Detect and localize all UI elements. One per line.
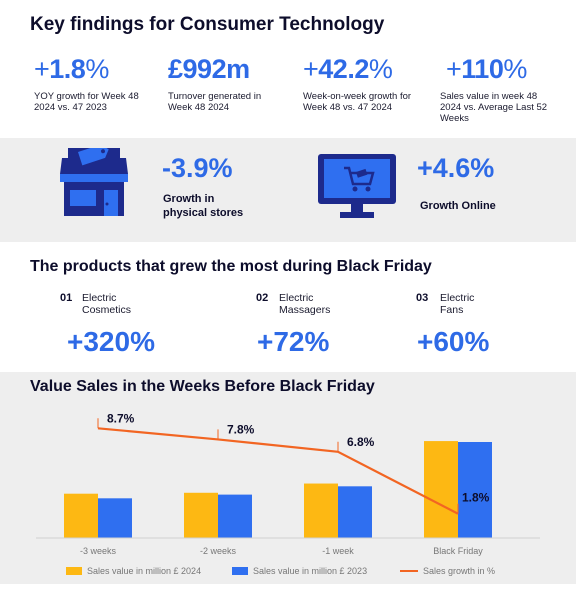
kpi-description: Week-on-week growth for Week 48 vs. 47 2… — [303, 91, 412, 113]
kpi-value: +42.2% — [303, 54, 393, 84]
stores-growth-value: -3.9% — [162, 153, 233, 183]
kpi-turnover: £992m Turnover generated in Week 48 2024 — [168, 54, 278, 113]
growth-line — [97, 427, 459, 515]
product-growth-value: +320% — [67, 326, 155, 357]
value-sales-chart: 8.7% 7.8% 6.8% 1.8% -3 weeks -2 weeks -1 week… — [36, 411, 540, 556]
legend-swatch-2024 — [66, 567, 82, 575]
kpi-description: Sales value in week 48 2024 vs. Average … — [440, 91, 548, 124]
findings-title: Key findings for Consumer Technology — [30, 14, 385, 35]
stores-label-line1: Growth in — [163, 193, 215, 205]
product-rank: 03 — [416, 292, 429, 304]
growth-data-label: 6.8% — [347, 435, 375, 449]
kpi-week-on-week: +42.2% Week-on-week growth for Week 48 v… — [303, 54, 419, 113]
product-growth-value: +60% — [417, 326, 490, 357]
legend-label-growth: Sales growth in % — [423, 566, 496, 576]
bar-2024 — [64, 493, 98, 538]
product-name: Electric Cosmetics — [82, 292, 132, 316]
x-tick-label: -2 weeks — [200, 546, 237, 556]
kpi-sales-vs-average: +110% Sales value in week 48 2024 vs. Av… — [440, 54, 560, 124]
products-title: The products that grew the most during B… — [30, 258, 432, 275]
online-growth-value: +4.6% — [417, 153, 495, 183]
online-growth-label: Growth Online — [420, 200, 496, 212]
product-name: Electric Fans — [440, 292, 475, 316]
store-icon — [60, 148, 128, 216]
product-rank: 01 — [60, 292, 73, 304]
bar-2023 — [338, 486, 372, 538]
x-tick-label: -1 week — [322, 546, 354, 556]
legend-label-2024: Sales value in million £ 2024 — [87, 566, 202, 576]
legend-swatch-2023 — [232, 567, 248, 575]
growth-data-label: 7.8% — [227, 422, 255, 436]
kpi-value: +110% — [446, 54, 527, 84]
legend-2023: Sales value in million £ 2023 — [232, 566, 367, 576]
kpi-value: +1.8% — [34, 54, 109, 84]
chart-title: Value Sales in the Weeks Before Black Fr… — [30, 378, 375, 395]
bar-2023 — [458, 442, 492, 538]
product-rank: 02 — [256, 292, 269, 304]
bar-2023 — [218, 494, 252, 538]
stores-growth-label: Growth in physical stores — [163, 192, 243, 220]
product-growth-value: +72% — [257, 326, 330, 357]
stores-label-line2: physical stores — [163, 207, 244, 219]
kpi-description: Turnover generated in Week 48 2024 — [168, 91, 262, 113]
bar-2024 — [424, 441, 458, 538]
kpi-description: YOY growth for Week 48 2024 vs. 47 2023 — [34, 91, 139, 113]
legend-2024: Sales value in million £ 2024 — [66, 566, 201, 576]
x-tick-label: -3 weeks — [80, 546, 117, 556]
legend-swatch-growth — [400, 570, 418, 572]
growth-data-label: 1.8% — [462, 491, 490, 505]
legend-growth: Sales growth in % — [400, 566, 495, 576]
product-name: Electric Massagers — [279, 292, 331, 316]
bar-2023 — [98, 498, 132, 538]
monitor-cart-icon — [318, 154, 396, 218]
kpi-value: £992m — [168, 54, 250, 84]
bar-2024 — [304, 483, 338, 538]
x-tick-label: Black Friday — [433, 546, 483, 556]
legend-label-2023: Sales value in million £ 2023 — [253, 566, 368, 576]
kpi-yoy-growth: +1.8% YOY growth for Week 48 2024 vs. 47… — [34, 54, 154, 113]
growth-data-label: 8.7% — [107, 411, 135, 425]
bar-2024 — [184, 492, 218, 538]
